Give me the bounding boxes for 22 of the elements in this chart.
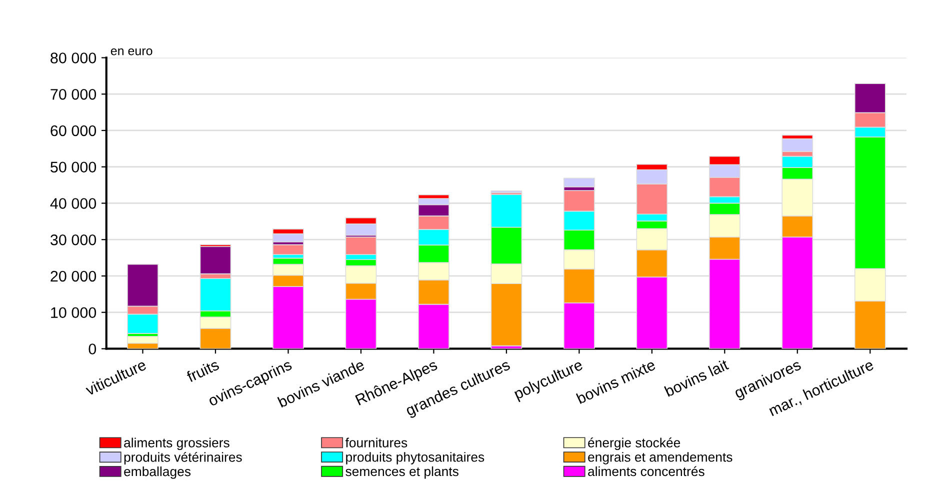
legend-label: aliments grossiers [124, 438, 230, 450]
y-tick-label: 70 000 [50, 88, 96, 100]
y-tick-label: 50 000 [50, 162, 96, 173]
legend-label: produits phytosanitaires [346, 452, 484, 464]
y-tick-label: 60 000 [50, 125, 96, 136]
y-tick-label: 10 000 [51, 307, 96, 318]
y-tick-label: 0 [88, 344, 96, 354]
legend-label: énergie stockée [588, 438, 680, 450]
bar [563, 178, 595, 188]
x-tick-label: bovins lait [664, 358, 730, 397]
y-tick-label: 40 000 [50, 198, 96, 209]
y-tick-label: 20 000 [50, 270, 96, 282]
legend-label: semences et plants [346, 466, 458, 479]
legend-label: fournitures [345, 438, 408, 448]
y-tick-label: 30 000 [50, 234, 96, 246]
legend-label: produits vétérinaires [124, 452, 242, 464]
y-tick-label: 80 000 [50, 52, 96, 64]
bar [272, 244, 304, 255]
legend-label: engrais et amendements [588, 452, 732, 464]
legend-label: aliments concentrés [588, 466, 704, 476]
y-axis-title: en euro [110, 48, 152, 56]
legend-label: emballages [124, 466, 191, 479]
